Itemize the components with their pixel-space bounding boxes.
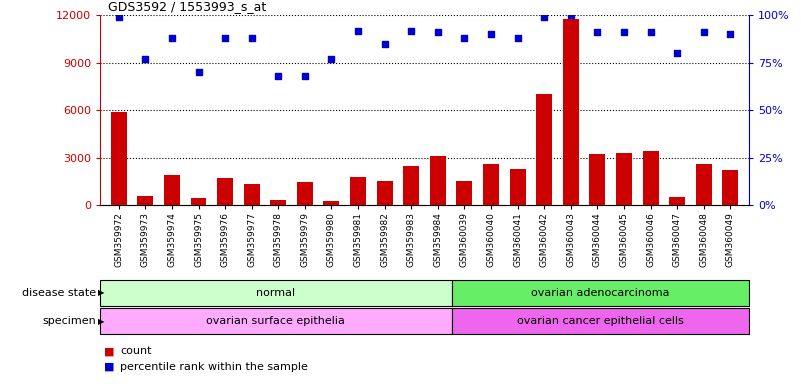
Text: disease state: disease state [22,288,96,298]
Bar [191,198,207,205]
Point [139,56,151,62]
Point [591,29,604,35]
Point [245,35,258,41]
Bar [642,151,658,205]
Point [378,41,391,47]
Point [698,29,710,35]
Bar [590,154,606,205]
Point [112,14,125,20]
Point [537,14,550,20]
Bar [244,184,260,205]
Text: ovarian surface epithelia: ovarian surface epithelia [207,316,345,326]
Text: ▶: ▶ [98,316,104,326]
Bar [452,308,749,334]
Bar [457,181,473,205]
Point [352,28,364,34]
Point [485,31,497,37]
Text: GDS3592 / 1553993_s_at: GDS3592 / 1553993_s_at [108,0,267,13]
Text: ovarian adenocarcinoma: ovarian adenocarcinoma [531,288,670,298]
Bar [350,177,366,205]
Bar [217,178,233,205]
Bar [403,166,419,205]
Bar [324,201,340,205]
Text: ovarian cancer epithelial cells: ovarian cancer epithelial cells [517,316,684,326]
Bar [376,181,392,205]
Point [299,73,312,79]
Bar [723,170,739,205]
Text: specimen: specimen [42,316,96,326]
Point [670,50,683,56]
Point [724,31,737,37]
Point [219,35,231,41]
Text: ■: ■ [104,346,115,356]
Bar [297,182,313,205]
Bar [483,164,499,205]
Point [618,29,630,35]
Text: ▶: ▶ [98,288,104,298]
Bar [563,18,579,205]
Point [405,28,417,34]
Bar [100,280,452,306]
Point [565,12,578,18]
Bar [111,112,127,205]
Bar [696,164,712,205]
Bar [616,153,632,205]
Bar [100,308,452,334]
Text: normal: normal [256,288,296,298]
Bar [430,156,446,205]
Bar [164,175,180,205]
Text: percentile rank within the sample: percentile rank within the sample [120,362,308,372]
Point [432,29,445,35]
Bar [536,94,552,205]
Point [166,35,179,41]
Point [458,35,471,41]
Bar [509,169,525,205]
Point [644,29,657,35]
Point [272,73,284,79]
Bar [669,197,685,205]
Bar [137,196,153,205]
Text: count: count [120,346,151,356]
Bar [452,280,749,306]
Point [192,69,205,75]
Text: ■: ■ [104,362,115,372]
Bar [270,200,286,205]
Point [511,35,524,41]
Point [325,56,338,62]
